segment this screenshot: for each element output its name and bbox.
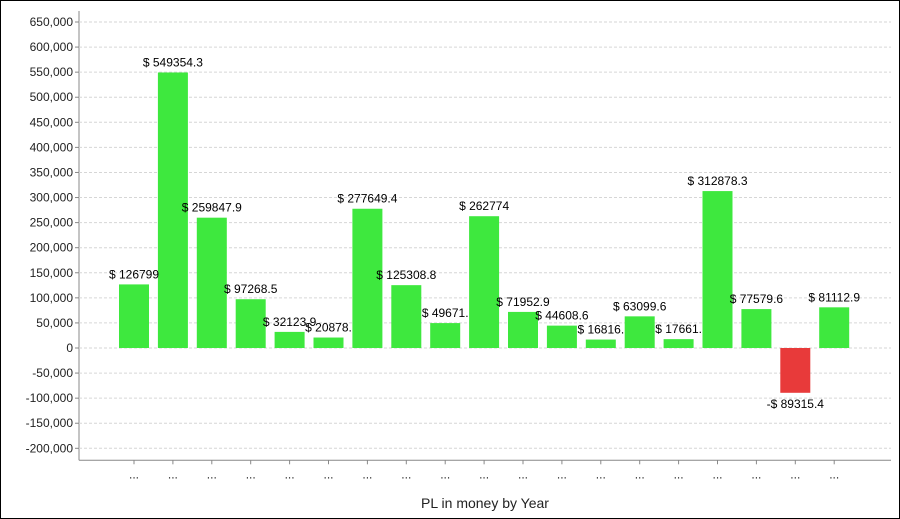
data-label: $ 97268.5 xyxy=(224,282,278,296)
y-tick-label: 0 xyxy=(66,341,73,355)
x-category-label: ... xyxy=(829,467,839,481)
data-labels: $ 126799 $ 549354.3 $ 259847.9 $ 97268.5 $ 3… xyxy=(109,55,860,410)
x-category-label: ... xyxy=(596,467,606,481)
y-tick-label: 600,000 xyxy=(30,40,74,54)
data-label: $ 126799 xyxy=(109,267,159,281)
y-tick-label: 350,000 xyxy=(30,165,74,179)
bar xyxy=(352,208,383,348)
x-category-label: ... xyxy=(323,467,333,481)
x-category-label: ... xyxy=(518,467,528,481)
y-tick-label: 100,000 xyxy=(30,291,74,305)
x-category-label: ... xyxy=(168,467,178,481)
y-axis-ticks: 650,000 600,000 550,000 500,000 450,000 400,0… xyxy=(26,15,79,455)
y-tick-label: 450,000 xyxy=(30,115,74,129)
bar xyxy=(819,307,850,348)
data-label: $ 44608.6 xyxy=(535,309,589,323)
bar xyxy=(196,217,227,348)
bar xyxy=(430,323,461,348)
y-tick-label: 200,000 xyxy=(30,241,74,255)
bar xyxy=(469,216,500,348)
bar xyxy=(274,331,305,348)
bar xyxy=(741,309,772,348)
data-label: $ 32123.9 xyxy=(263,315,317,329)
x-category-label: ... xyxy=(751,467,761,481)
bar xyxy=(663,339,694,348)
x-axis-categories: ........................................… xyxy=(129,460,839,481)
data-label: $ 277649.4 xyxy=(337,192,397,206)
data-label: $ 49671. xyxy=(422,306,469,320)
y-tick-label: 650,000 xyxy=(30,15,74,29)
x-category-label: ... xyxy=(557,467,567,481)
data-label: $ 20878. xyxy=(305,321,352,335)
data-label: $ 17661. xyxy=(655,322,702,336)
data-label: -$ 89315.4 xyxy=(767,397,825,411)
bar xyxy=(546,325,577,348)
x-category-label: ... xyxy=(207,467,217,481)
data-label: $ 262774 xyxy=(459,199,509,213)
bar xyxy=(313,337,344,348)
y-tick-label: -50,000 xyxy=(32,366,73,380)
x-category-label: ... xyxy=(440,467,450,481)
data-label: $ 125308.8 xyxy=(376,268,436,282)
x-axis-title: PL in money by Year xyxy=(421,495,549,511)
x-category-label: ... xyxy=(479,467,489,481)
y-tick-label: -200,000 xyxy=(26,441,74,455)
y-tick-label: -100,000 xyxy=(26,391,74,405)
x-category-label: ... xyxy=(129,467,139,481)
y-tick-label: 550,000 xyxy=(30,65,74,79)
data-label: $ 63099.6 xyxy=(613,299,667,313)
y-tick-label: 500,000 xyxy=(30,90,74,104)
bar xyxy=(624,316,655,348)
y-tick-label: 300,000 xyxy=(30,191,74,205)
data-label: $ 81112.9 xyxy=(808,290,860,304)
bar xyxy=(702,191,733,348)
data-label: $ 549354.3 xyxy=(143,55,203,69)
data-label: $ 259847.9 xyxy=(182,201,242,215)
bar xyxy=(780,348,811,393)
y-tick-label: -150,000 xyxy=(26,416,74,430)
y-tick-label: 250,000 xyxy=(30,216,74,230)
bar xyxy=(508,311,538,348)
x-category-label: ... xyxy=(401,467,411,481)
x-category-label: ... xyxy=(362,467,372,481)
data-label: $ 71952.9 xyxy=(496,295,550,309)
x-category-label: ... xyxy=(635,467,645,481)
data-label: $ 77579.6 xyxy=(730,292,784,306)
bar xyxy=(157,72,188,348)
bar xyxy=(119,284,149,348)
x-category-label: ... xyxy=(674,467,684,481)
data-label: $ 312878.3 xyxy=(687,174,747,188)
x-category-label: ... xyxy=(712,467,722,481)
x-category-label: ... xyxy=(790,467,800,481)
bar xyxy=(585,339,616,348)
x-category-label: ... xyxy=(285,467,295,481)
y-tick-label: 50,000 xyxy=(36,316,73,330)
bar xyxy=(235,299,266,348)
y-tick-label: 400,000 xyxy=(30,140,74,154)
bar xyxy=(391,285,422,348)
bars xyxy=(119,72,850,393)
x-category-label: ... xyxy=(246,467,256,481)
y-tick-label: 150,000 xyxy=(30,266,74,280)
data-label: $ 16816. xyxy=(577,323,624,337)
